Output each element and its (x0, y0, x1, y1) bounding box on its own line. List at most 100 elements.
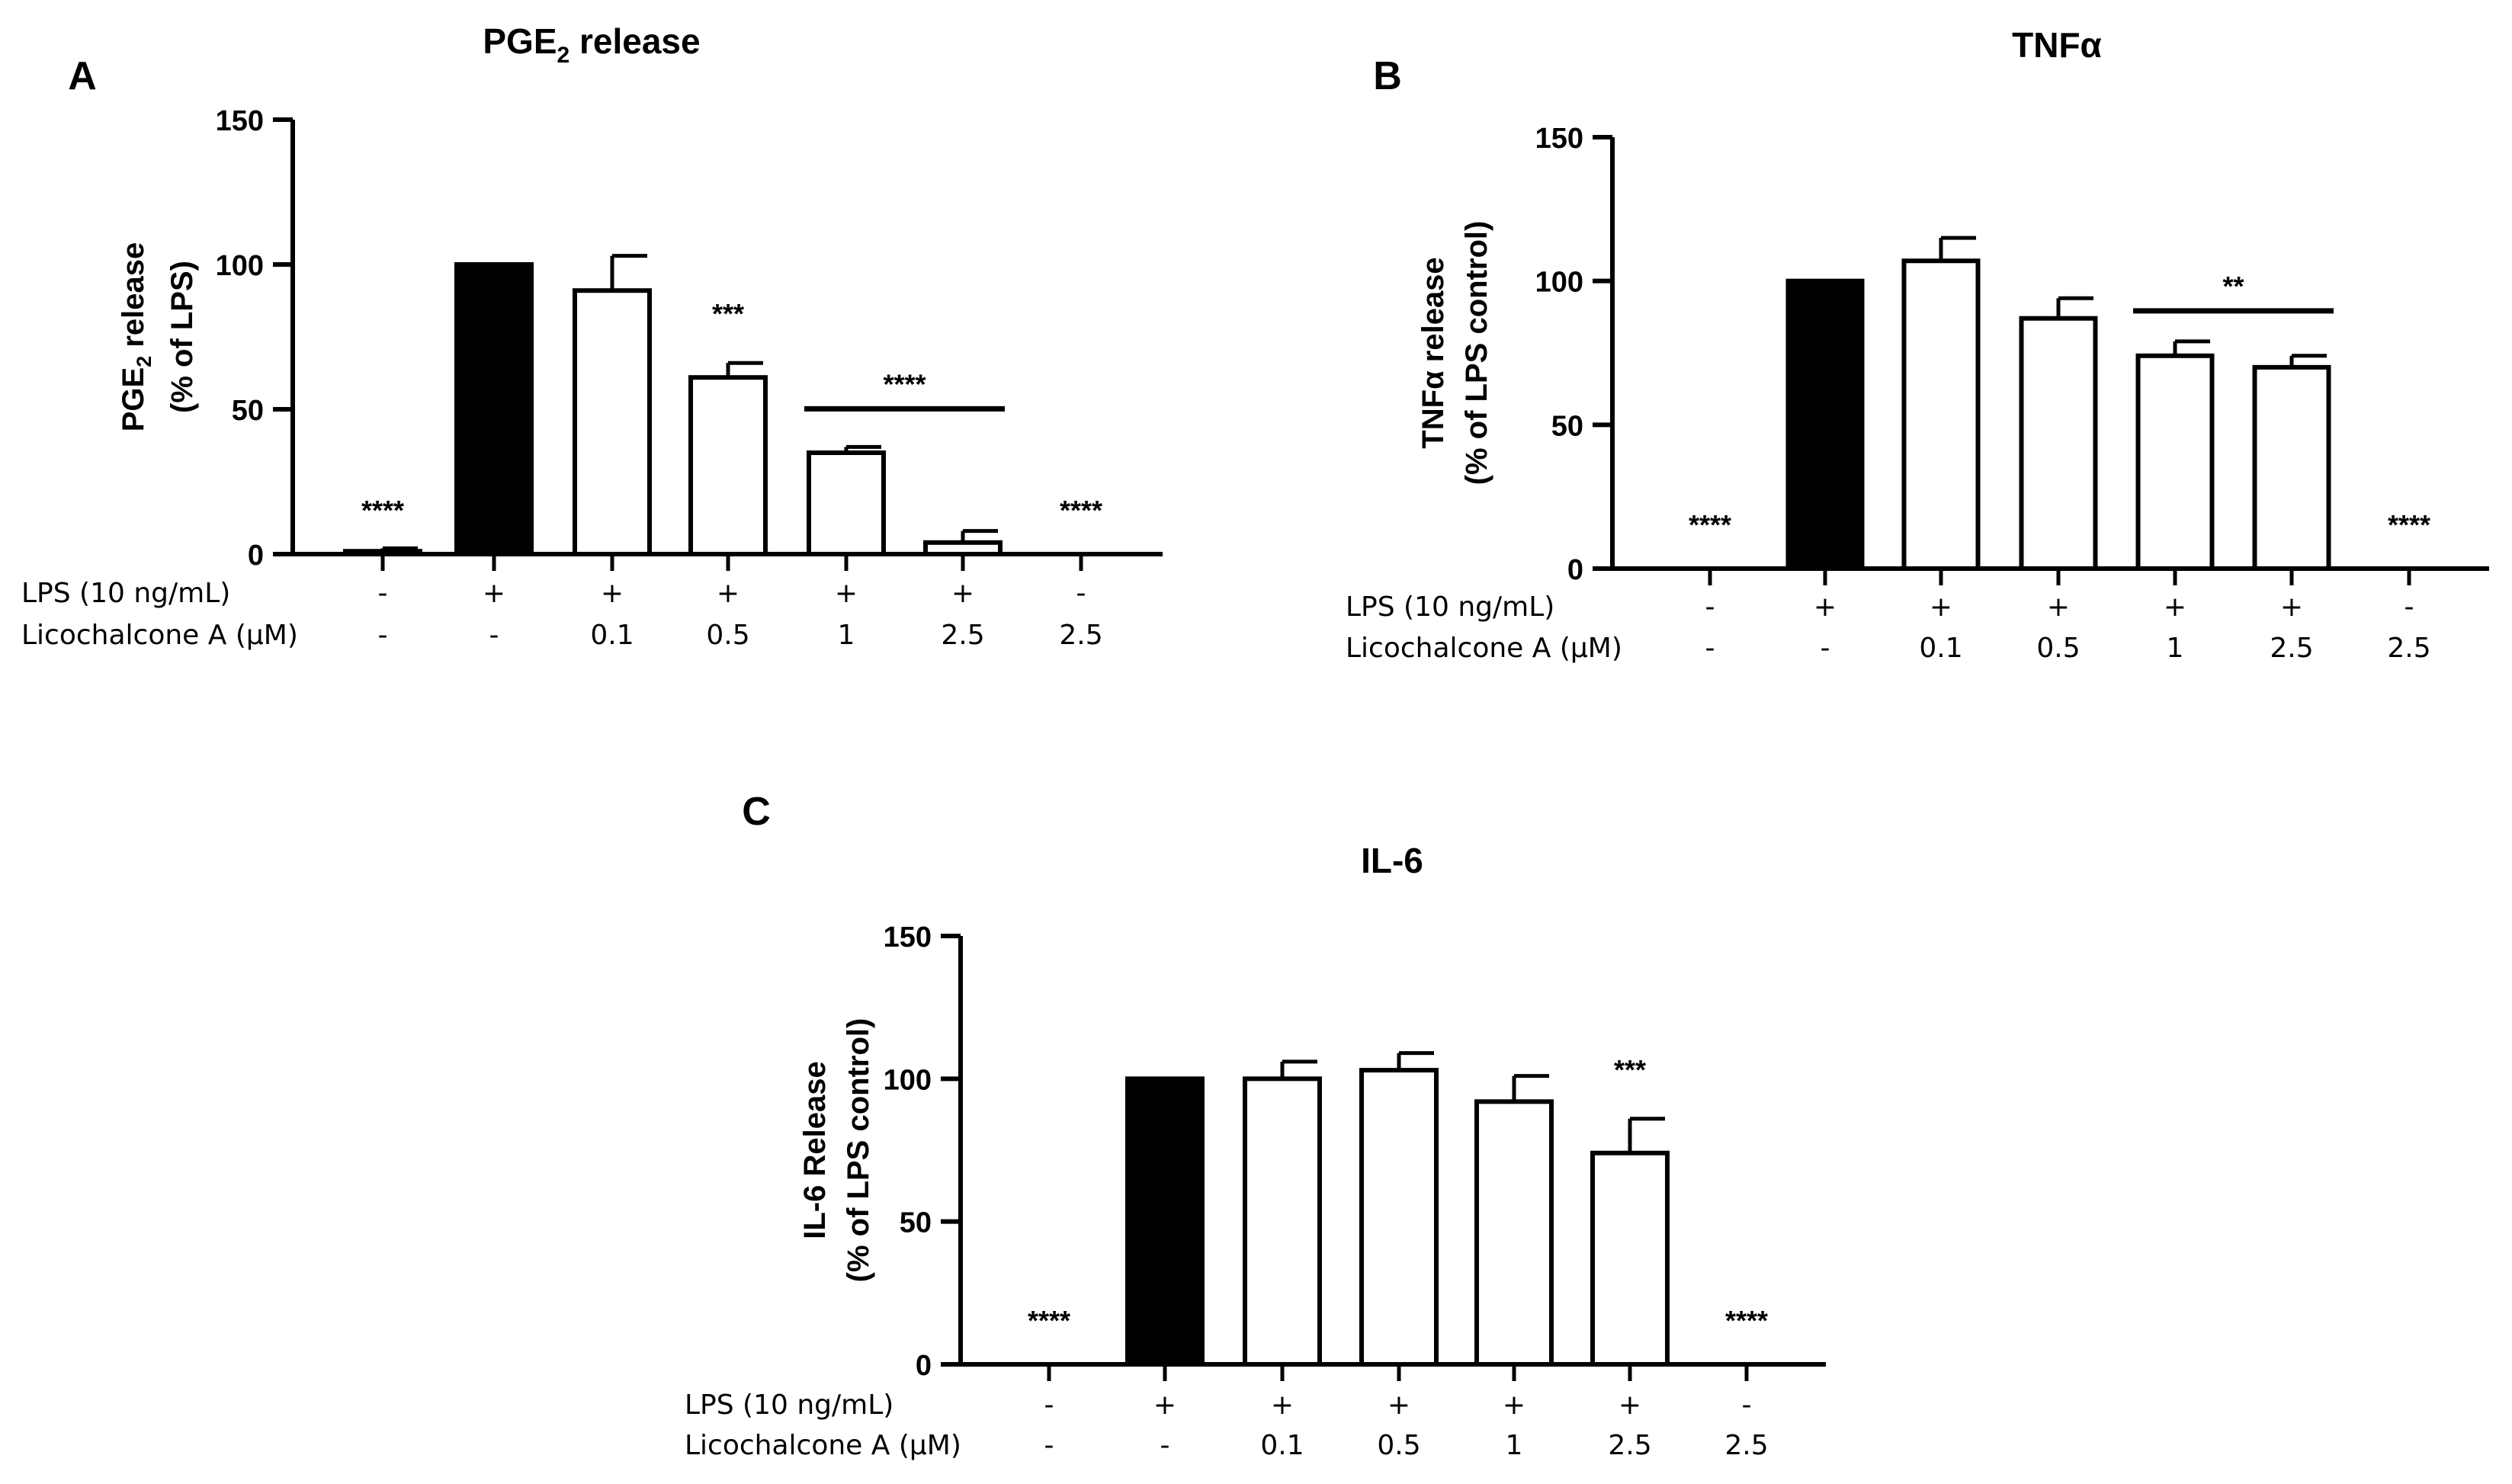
licochalcone-condition: 2.5 (941, 620, 984, 651)
title-main: PGE (483, 21, 557, 61)
lps-condition: - (2405, 591, 2414, 623)
y-tick-label: 100 (216, 250, 264, 282)
bar (2019, 316, 2098, 571)
lps-condition: - (1044, 1389, 1054, 1421)
y-axis-label-line1: PGE2 release (117, 242, 156, 432)
bracket-significance: ** (2222, 271, 2244, 302)
lps-condition: + (2164, 591, 2186, 623)
licochalcone-condition: - (1160, 1430, 1170, 1461)
panel-c: CIL-6IL-6 Release (% of LPS control)05010… (685, 790, 1826, 1461)
bar (2252, 364, 2331, 571)
licochalcone-condition: 0.1 (590, 620, 634, 651)
significance-marker: **** (1060, 495, 1102, 526)
licochalcone-condition: 2.5 (2270, 633, 2313, 664)
lps-condition: + (951, 578, 974, 609)
licochalcone-condition: - (1705, 633, 1715, 664)
licochalcone-condition: - (1044, 1430, 1054, 1461)
lps-condition: + (2047, 591, 2070, 623)
bar (807, 450, 886, 556)
lps-condition: - (378, 578, 388, 609)
bar (1901, 258, 1981, 571)
panel-letter: A (68, 54, 97, 98)
licochalcone-condition: 0.5 (2036, 633, 2080, 664)
licochalcone-condition: 0.5 (706, 620, 749, 651)
significance-marker: *** (1614, 1054, 1646, 1085)
significance-marker: *** (712, 298, 744, 329)
ylabel-main: PGE (117, 367, 150, 431)
licochalcone-condition: - (378, 620, 388, 651)
y-tick-label: 50 (900, 1207, 932, 1239)
bar (1474, 1099, 1554, 1367)
bracket-significance: **** (883, 368, 926, 399)
lps-condition: + (1619, 1389, 1641, 1421)
y-tick-label: 150 (884, 921, 932, 954)
y-tick-label: 0 (248, 540, 264, 572)
title-rest: release (569, 21, 700, 61)
y-axis-label-line1: TNFα release (1416, 257, 1450, 448)
lps-row-label: LPS (10 ng/mL) (1346, 591, 1554, 623)
significance-marker: **** (361, 495, 404, 526)
licochalcone-condition: 1 (2167, 633, 2184, 664)
y-tick-label: 150 (216, 105, 264, 137)
bar (1590, 1150, 1670, 1367)
bar (573, 288, 652, 556)
licochalcone-condition: - (1821, 633, 1830, 664)
licochalcone-row-label: Licochalcone A (μM) (685, 1430, 961, 1461)
lps-condition: + (483, 578, 505, 609)
lps-condition: - (1705, 591, 1715, 623)
y-tick-label: 150 (1535, 123, 1583, 155)
lps-row-label: LPS (10 ng/mL) (685, 1389, 893, 1421)
lps-condition: + (1271, 1389, 1294, 1421)
y-tick-label: 0 (916, 1350, 932, 1382)
bar (923, 540, 1003, 556)
licochalcone-condition: 2.5 (2387, 633, 2430, 664)
chart-title: PGE2 release (483, 21, 700, 68)
lps-condition: + (1930, 591, 1952, 623)
licochalcone-condition: 2.5 (1608, 1430, 1651, 1461)
licochalcone-condition: 0.5 (1377, 1430, 1420, 1461)
licochalcone-condition: 2.5 (1724, 1430, 1768, 1461)
ylabel-subscript: 2 (133, 356, 156, 367)
bar (2135, 353, 2215, 571)
bar (1359, 1068, 1439, 1367)
chart-title: TNFα (2012, 25, 2102, 65)
bar (688, 375, 768, 557)
title-subscript: 2 (557, 43, 570, 68)
lps-condition: + (1503, 1389, 1525, 1421)
panel-letter: C (742, 790, 771, 834)
licochalcone-condition: 2.5 (1059, 620, 1102, 651)
lps-condition: + (835, 578, 858, 609)
significance-marker: **** (1028, 1305, 1070, 1336)
lps-condition: + (1388, 1389, 1410, 1421)
significance-marker: **** (1725, 1305, 1768, 1336)
lps-condition: - (1742, 1389, 1752, 1421)
y-axis-label-line2: (% of LPS) (165, 261, 199, 413)
licochalcone-condition: 1 (1506, 1430, 1523, 1461)
y-axis-label-line2: (% of LPS control) (1460, 221, 1493, 486)
y-tick-label: 50 (1551, 410, 1583, 442)
bar (1125, 1076, 1205, 1367)
licochalcone-row-label: Licochalcone A (μM) (1346, 633, 1622, 664)
y-tick-label: 50 (232, 395, 264, 427)
y-tick-label: 100 (884, 1064, 932, 1096)
y-tick-label: 100 (1535, 267, 1583, 299)
lps-condition: + (601, 578, 624, 609)
licochalcone-condition: - (489, 620, 499, 651)
panel-letter: B (1373, 54, 1402, 98)
lps-row-label: LPS (10 ng/mL) (21, 578, 230, 609)
bar (343, 549, 422, 557)
lps-condition: + (1153, 1389, 1176, 1421)
bar (454, 262, 534, 556)
lps-condition: - (1076, 578, 1086, 609)
chart-title: IL-6 (1361, 841, 1423, 880)
y-axis-label-line2: (% of LPS control) (842, 1018, 875, 1283)
y-tick-label: 0 (1567, 554, 1583, 586)
licochalcone-condition: 1 (838, 620, 855, 651)
lps-condition: + (2280, 591, 2303, 623)
significance-marker: **** (2388, 509, 2430, 540)
y-axis-label-line1: IL-6 Release (798, 1061, 832, 1239)
lps-condition: + (1814, 591, 1837, 623)
